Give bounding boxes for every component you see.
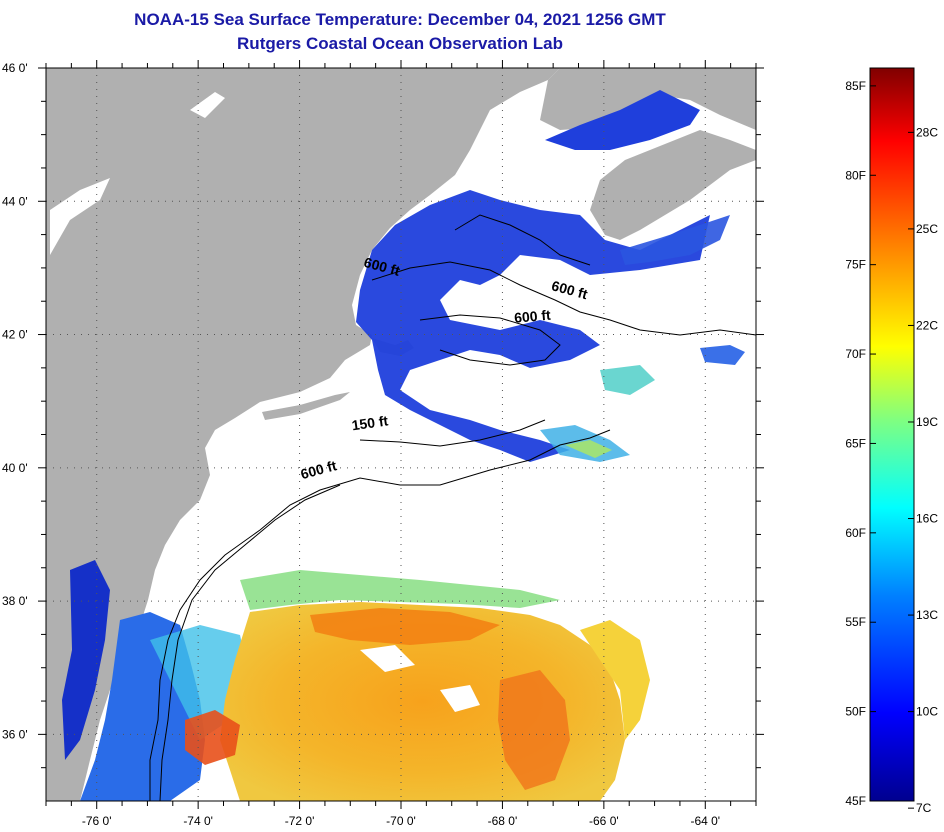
contour-line	[419, 314, 561, 366]
contour-line	[159, 484, 341, 801]
sst-teal-patch	[600, 365, 655, 395]
lake-champlain	[190, 92, 225, 118]
depth-contour-label: 150 ft	[351, 412, 390, 433]
land-nova-scotia	[590, 130, 756, 240]
sst-yellow-patch	[580, 620, 650, 740]
lon-label: -70 0'	[386, 814, 416, 828]
sst-slope-green	[240, 570, 560, 610]
sst-scotian-shelf	[620, 215, 730, 265]
colorbar-c-label: 10C	[916, 705, 938, 719]
sst-georges-green	[565, 440, 612, 458]
sst-chesapeake	[62, 560, 110, 760]
lon-label: -74 0'	[183, 814, 213, 828]
colorbar-f-label: 65F	[845, 436, 866, 450]
colorbar-c-label: 16C	[916, 512, 938, 526]
sst-bay-of-fundy	[545, 90, 700, 150]
colorbar-c-label: 13C	[916, 608, 938, 622]
sst-gulf-stream-core	[310, 608, 500, 645]
contour-line	[149, 429, 611, 801]
map-title: NOAA-15 Sea Surface Temperature: Decembe…	[134, 10, 666, 29]
colorbar-f-label: 75F	[845, 258, 866, 272]
land-mainland	[46, 68, 560, 801]
cloud-patch	[440, 685, 480, 712]
lon-label: -66 0'	[589, 814, 619, 828]
sst-red-patch	[185, 710, 240, 765]
contour-line	[359, 419, 546, 447]
land-long-island	[262, 392, 350, 420]
contour-line	[371, 261, 756, 336]
colorbar-c-label: 19C	[916, 415, 938, 429]
colorbar-f-label: 80F	[845, 168, 866, 182]
depth-contour-label: 600 ft	[514, 307, 552, 326]
lat-label: 38 0'	[2, 594, 28, 608]
map-subtitle: Rutgers Coastal Ocean Observation Lab	[237, 34, 563, 53]
lake-ontario	[50, 178, 110, 255]
lat-label: 42 0'	[2, 328, 28, 342]
colorbar-c-label: 22C	[916, 318, 938, 332]
lat-label: 46 0'	[2, 61, 28, 75]
cloud-patch	[360, 645, 415, 672]
sst-warm-eddy	[498, 670, 570, 790]
colorbar-f-label: 45F	[845, 794, 866, 808]
lon-label: -72 0'	[285, 814, 315, 828]
contour-line	[454, 214, 591, 266]
colorbar-f-label: 50F	[845, 705, 866, 719]
lat-label: 36 0'	[2, 727, 28, 741]
sst-gulf-of-maine	[356, 190, 710, 462]
colorbar-c-label: 28C	[916, 125, 938, 139]
colorbar-f-label: 70F	[845, 347, 866, 361]
colorbar-f-label: 60F	[845, 526, 866, 540]
colorbar-f-label: 85F	[845, 79, 866, 93]
lat-label: 40 0'	[2, 461, 28, 475]
colorbar-c-label: 7C	[916, 801, 932, 815]
colorbar-c-label: 25C	[916, 222, 938, 236]
sst-shelf-patch	[700, 345, 745, 365]
colorbar-f-label: 55F	[845, 615, 866, 629]
lon-label: -68 0'	[488, 814, 518, 828]
lon-label: -76 0'	[82, 814, 112, 828]
colorbar	[869, 67, 915, 802]
lon-label: -64 0'	[690, 814, 720, 828]
lat-label: 44 0'	[2, 194, 28, 208]
